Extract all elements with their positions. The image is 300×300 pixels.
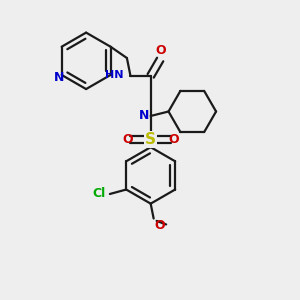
Text: O: O [156,44,167,56]
Text: O: O [122,133,133,146]
Text: HN: HN [105,70,123,80]
Text: N: N [139,109,149,122]
Text: O: O [154,219,165,232]
Text: N: N [53,71,64,84]
Text: O: O [168,133,179,146]
Text: Cl: Cl [92,188,105,200]
Text: S: S [145,132,156,147]
